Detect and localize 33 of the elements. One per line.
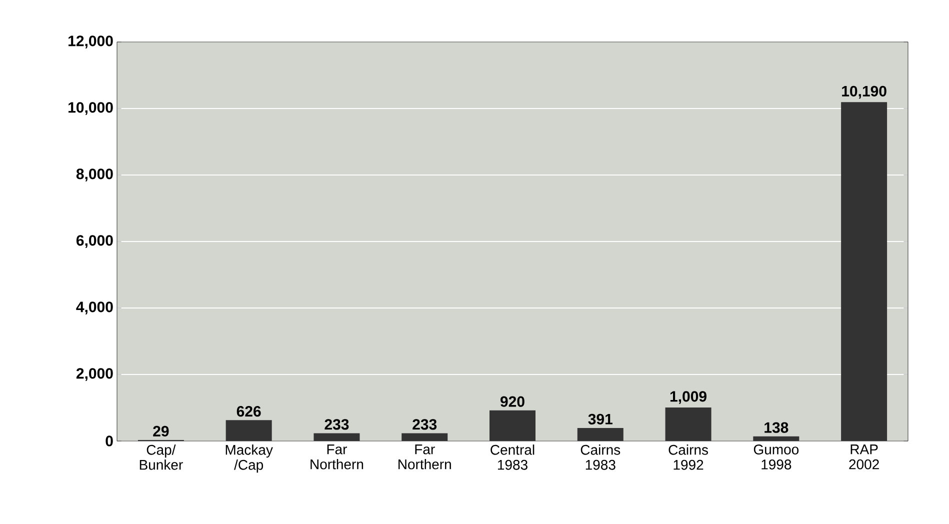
data-label: 920: [500, 396, 524, 407]
x-tick-label: Central 1983: [490, 444, 534, 470]
x-tick-label: Cairns 1992: [668, 444, 708, 470]
data-label: 10,190: [842, 86, 886, 99]
x-tick-label: Gumoo 1998: [754, 444, 799, 470]
y-tick-label: 12,000: [68, 36, 113, 48]
data-label: 391: [588, 414, 612, 424]
bar: [577, 428, 624, 441]
bar: [490, 410, 536, 441]
bar: [226, 420, 272, 441]
x-tick-label: Cap/ Bunker: [140, 444, 183, 470]
x-tick-label: Cairns 1983: [580, 444, 620, 470]
bar: [753, 436, 800, 441]
bar: [402, 433, 448, 441]
data-label: 138: [764, 422, 788, 433]
y-tick-label: 8,000: [76, 168, 113, 182]
y-tick-label: 6,000: [76, 235, 113, 248]
data-label: 233: [324, 419, 349, 430]
bar: [665, 407, 712, 441]
data-label: 626: [236, 406, 261, 417]
y-tick-label: 0: [106, 436, 113, 446]
data-label: 1,009: [670, 391, 706, 404]
x-tick-label: Far Northern: [310, 444, 364, 470]
y-tick-label: 10,000: [68, 102, 113, 115]
y-tick-label: 4,000: [76, 302, 113, 314]
data-label: 29: [153, 426, 169, 436]
y-tick-label: 2,000: [76, 368, 113, 381]
x-tick-label: Far Northern: [398, 444, 451, 470]
x-tick-label: RAP 2002: [849, 444, 879, 470]
bar: [314, 433, 360, 441]
bar: [841, 102, 888, 441]
x-tick-label: Mackay /Cap: [226, 444, 273, 473]
data-label: 233: [412, 419, 437, 430]
